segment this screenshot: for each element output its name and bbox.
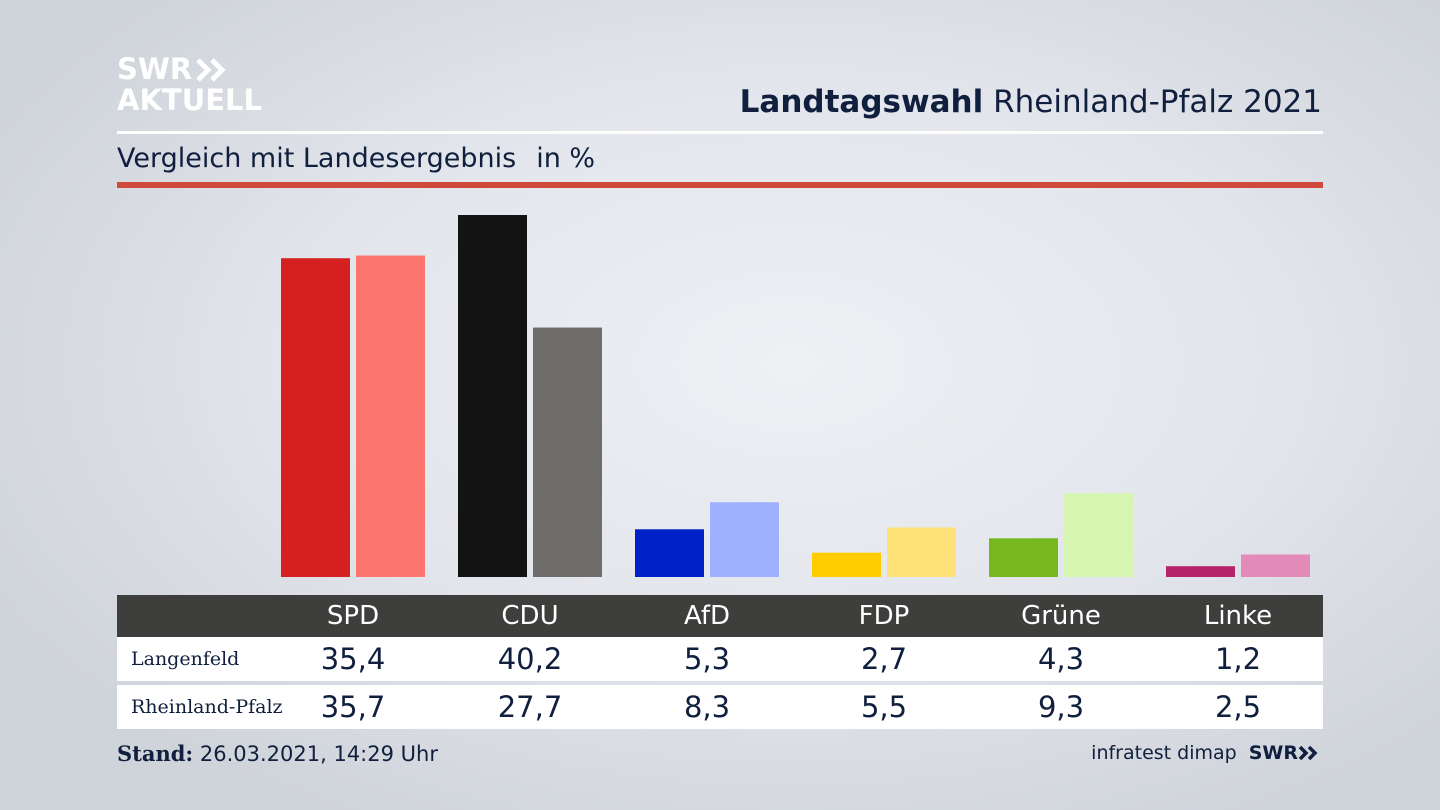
party-label: FDP: [858, 601, 910, 631]
title-rest: Rheinland-Pfalz 2021: [993, 84, 1322, 120]
value-cell: 2,5: [1214, 690, 1262, 724]
table-row-rheinland-pfalz: Rheinland-Pfalz 35,7 27,7 8,3 5,5 9,3 2,5: [117, 685, 1323, 729]
value-cell: 5,3: [683, 642, 731, 676]
party-label: Grüne: [1021, 601, 1101, 631]
page-title: Landtagswahl Rheinland-Pfalz 2021: [740, 84, 1322, 120]
bar-spd-langenfeld: [281, 258, 350, 577]
bar-spd-rheinlandpfalz: [356, 255, 425, 577]
title-bold: Landtagswahl: [739, 84, 984, 120]
double-chevron-icon: [1298, 745, 1318, 761]
stand-value: 26.03.2021, 14:29 Uhr: [199, 742, 438, 766]
party-label: AfD: [683, 601, 731, 631]
bar-linke-langenfeld: [1166, 566, 1235, 577]
footer-swr-text: SWR: [1248, 742, 1298, 764]
logo-swr-text: SWR: [117, 52, 193, 86]
bar-cdu-langenfeld: [458, 215, 527, 577]
results-table: SPD CDU AfD FDP Grüne Linke Langenfeld 35,4 40…: [117, 595, 1323, 729]
value-cell: 35,7: [320, 690, 386, 724]
value-cell: 2,7: [860, 642, 908, 676]
value-cell: 8,3: [683, 690, 731, 724]
swr-aktuell-logo: SWR AKTUELL: [117, 54, 262, 116]
subtitle-text: Vergleich mit Landesergebnis: [117, 143, 517, 174]
header-divider: [117, 131, 1323, 134]
value-cell: 27,7: [497, 690, 563, 724]
value-cell: 9,3: [1037, 690, 1085, 724]
value-cell: 40,2: [497, 642, 563, 676]
party-label: Linke: [1203, 601, 1273, 631]
bar-linke-rheinlandpfalz: [1241, 554, 1310, 577]
bar-fdp-rheinlandpfalz: [887, 527, 956, 577]
chart-subtitle: Vergleich mit Landesergebnis in %: [117, 143, 595, 174]
logo-aktuell-text: AKTUELL: [117, 83, 263, 117]
party-label: CDU: [501, 601, 559, 631]
bar-afd-langenfeld: [635, 529, 704, 577]
source-credit: infratest dimap SWR: [1091, 742, 1322, 764]
bar-afd-rheinlandpfalz: [710, 502, 779, 577]
value-cell: 5,5: [860, 690, 908, 724]
stand-label: Stand:: [117, 741, 194, 766]
double-chevron-icon: [196, 57, 226, 82]
subtitle-divider: [117, 182, 1323, 188]
table-row-langenfeld: Langenfeld 35,4 40,2 5,3 2,7 4,3 1,2: [117, 637, 1323, 681]
bar-cdu-rheinlandpfalz: [533, 327, 602, 577]
value-cell: 1,2: [1214, 642, 1262, 676]
timestamp: Stand: 26.03.2021, 14:29 Uhr: [117, 741, 438, 766]
unit-label: in %: [536, 143, 596, 174]
footer-swr-logo: SWR: [1249, 742, 1322, 764]
row-label: Langenfeld: [131, 648, 240, 670]
party-label: SPD: [326, 601, 380, 631]
bar-fdp-langenfeld: [812, 552, 881, 577]
table-header-row: SPD CDU AfD FDP Grüne Linke: [117, 595, 1323, 637]
row-label: Rheinland-Pfalz: [131, 696, 283, 718]
value-cell: 35,4: [320, 642, 386, 676]
value-cell: 4,3: [1037, 642, 1085, 676]
bar-grne-langenfeld: [989, 538, 1058, 577]
source-text: infratest dimap: [1091, 742, 1237, 764]
bar-grne-rheinlandpfalz: [1064, 493, 1133, 577]
